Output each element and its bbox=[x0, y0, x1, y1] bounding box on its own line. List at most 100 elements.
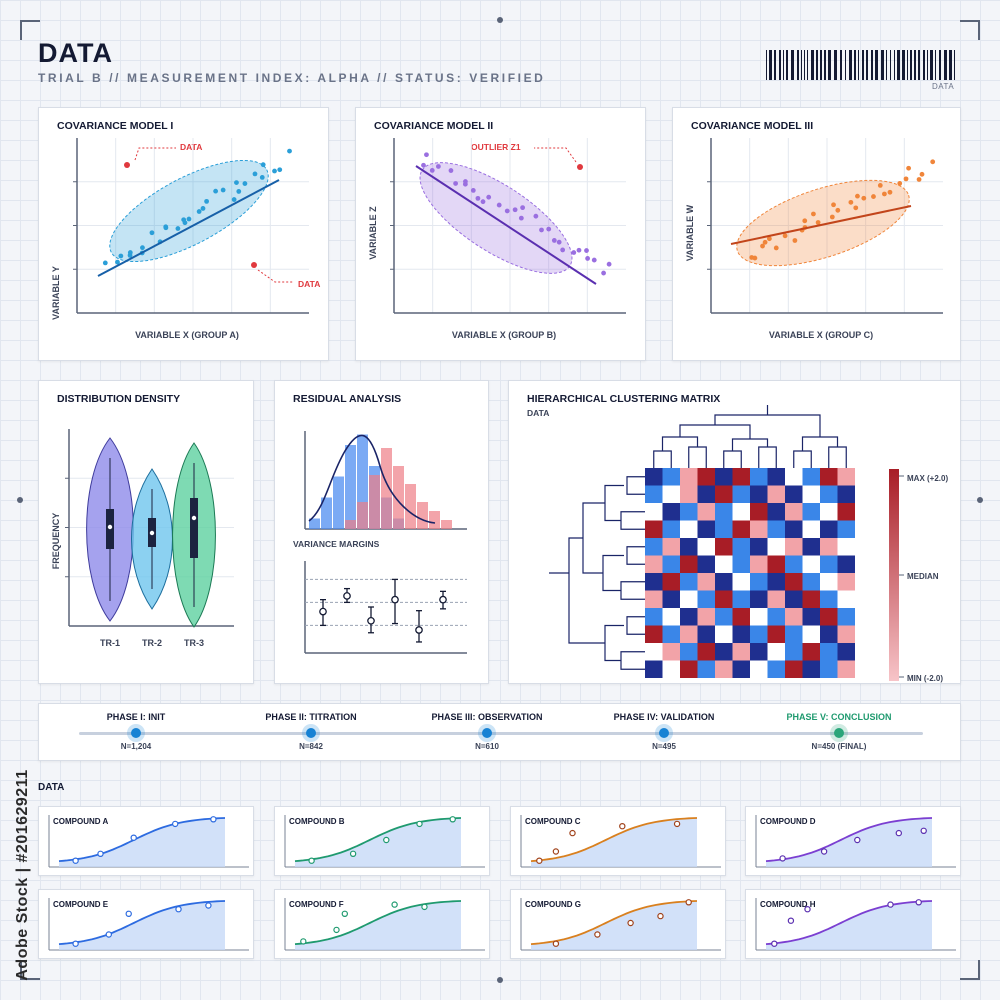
heatmap-cell bbox=[785, 538, 803, 556]
observation-point bbox=[673, 820, 681, 828]
compound-curve-g bbox=[520, 898, 721, 951]
heatmap-cell bbox=[680, 485, 698, 503]
observation-point bbox=[205, 902, 212, 909]
data-point bbox=[835, 207, 841, 213]
heatmap-cell bbox=[802, 590, 820, 608]
panel-title: DISTRIBUTION DENSITY bbox=[57, 393, 181, 405]
column-dendrogram bbox=[731, 438, 769, 451]
compound-label: COMPOUND E bbox=[53, 900, 109, 909]
observation-point bbox=[300, 938, 307, 945]
column-dendrogram bbox=[723, 450, 742, 468]
dose-response-curve bbox=[765, 817, 933, 862]
outlier-point bbox=[251, 262, 257, 268]
heatmap-cell bbox=[662, 468, 680, 486]
data-point bbox=[606, 261, 612, 267]
timeline-track bbox=[79, 732, 923, 735]
data-point bbox=[448, 168, 454, 173]
barcode-bar bbox=[907, 50, 908, 80]
compound-panel-g: COMPOUND G bbox=[510, 889, 726, 959]
heatmap-cell bbox=[697, 573, 715, 591]
heatmap-cell bbox=[732, 590, 750, 608]
observation-point bbox=[915, 899, 922, 906]
phase-label: PHASE I: INIT bbox=[106, 712, 166, 722]
data-point bbox=[242, 181, 248, 186]
heatmap-cell bbox=[680, 573, 698, 591]
heatmap-cell bbox=[645, 608, 663, 626]
observation-point bbox=[383, 836, 390, 844]
data-point bbox=[259, 175, 265, 180]
heatmap-cell bbox=[680, 625, 698, 643]
heatmap-cell bbox=[715, 538, 733, 556]
data-point bbox=[252, 171, 258, 177]
data-point bbox=[429, 167, 435, 173]
heatmap-cell bbox=[802, 555, 820, 573]
column-dendrogram bbox=[714, 414, 821, 437]
data-point bbox=[518, 215, 524, 221]
data-point bbox=[424, 152, 429, 158]
frame-dot-left bbox=[17, 497, 23, 503]
histogram-bar bbox=[357, 502, 368, 529]
data-point bbox=[576, 247, 582, 253]
barcode bbox=[766, 50, 955, 80]
data-point bbox=[831, 202, 836, 208]
heatmap-cell bbox=[680, 590, 698, 608]
compound-curve-b bbox=[284, 815, 485, 868]
data-point bbox=[260, 162, 266, 168]
data-point bbox=[204, 198, 209, 204]
compound-curve-e bbox=[48, 898, 249, 951]
data-point bbox=[236, 189, 242, 194]
observation-point bbox=[619, 823, 626, 830]
heatmap-cell bbox=[750, 503, 768, 521]
compound-curve-d bbox=[755, 815, 956, 868]
heatmap-cell bbox=[750, 468, 768, 486]
data-point bbox=[512, 207, 518, 213]
heatmap-cell bbox=[802, 625, 820, 643]
scale-median-label: MEDIAN bbox=[907, 572, 939, 581]
heatmap-cell bbox=[837, 643, 855, 661]
barcode-bar bbox=[816, 50, 818, 80]
covariance-chart-1: VARIABLE Y VARIABLE X (GROUP A) DATA DAT… bbox=[51, 138, 320, 340]
heatmap-cell bbox=[680, 503, 698, 521]
heatmap-cell bbox=[802, 538, 820, 556]
curve-area bbox=[295, 901, 461, 950]
observation-point bbox=[125, 910, 132, 917]
frame-dot-right bbox=[977, 497, 983, 503]
barcode-bar bbox=[804, 50, 805, 80]
histogram-bar bbox=[321, 497, 332, 529]
heatmap-cell bbox=[715, 503, 733, 521]
heatmap-cell bbox=[750, 520, 768, 538]
curve-area bbox=[766, 818, 932, 867]
heatmap-cell bbox=[680, 608, 698, 626]
observation-point bbox=[804, 906, 811, 913]
heatmap-cell bbox=[802, 660, 820, 678]
observation-point bbox=[333, 926, 340, 934]
barcode-bar bbox=[834, 50, 837, 80]
histogram-bar bbox=[417, 502, 428, 529]
heatmap-cell bbox=[732, 520, 750, 538]
data-point bbox=[762, 239, 768, 245]
phase-marker bbox=[482, 728, 492, 738]
compound-curve-h bbox=[755, 898, 956, 951]
heatmap-cell bbox=[697, 503, 715, 521]
phase-marker bbox=[306, 728, 316, 738]
covariance-chart-2: VARIABLE Z VARIABLE X (GROUP B) OUTLIER … bbox=[368, 138, 626, 340]
barcode-bar bbox=[949, 50, 952, 80]
heatmap-cell bbox=[785, 555, 803, 573]
data-point bbox=[811, 211, 816, 217]
annotation-leader bbox=[134, 147, 176, 161]
heatmap-cell bbox=[767, 520, 785, 538]
phase-label: PHASE II: TITRATION bbox=[265, 712, 357, 722]
category-label: TR-2 bbox=[142, 638, 162, 648]
heatmap-cell bbox=[767, 643, 785, 661]
heatmap-cell bbox=[785, 503, 803, 521]
compound-panel-f: COMPOUND F bbox=[274, 889, 490, 959]
observation-point bbox=[97, 850, 104, 858]
panel-title: COVARIANCE MODEL I bbox=[57, 120, 174, 132]
compound-panel-h: COMPOUND H bbox=[745, 889, 961, 959]
x-axis-label: VARIABLE X (GROUP C) bbox=[769, 330, 873, 340]
heatmap-cell bbox=[785, 660, 803, 678]
heatmap-cell bbox=[645, 538, 663, 556]
data-point bbox=[200, 206, 206, 211]
heatmap-cell bbox=[785, 625, 803, 643]
phase-count: N=842 bbox=[299, 742, 323, 751]
